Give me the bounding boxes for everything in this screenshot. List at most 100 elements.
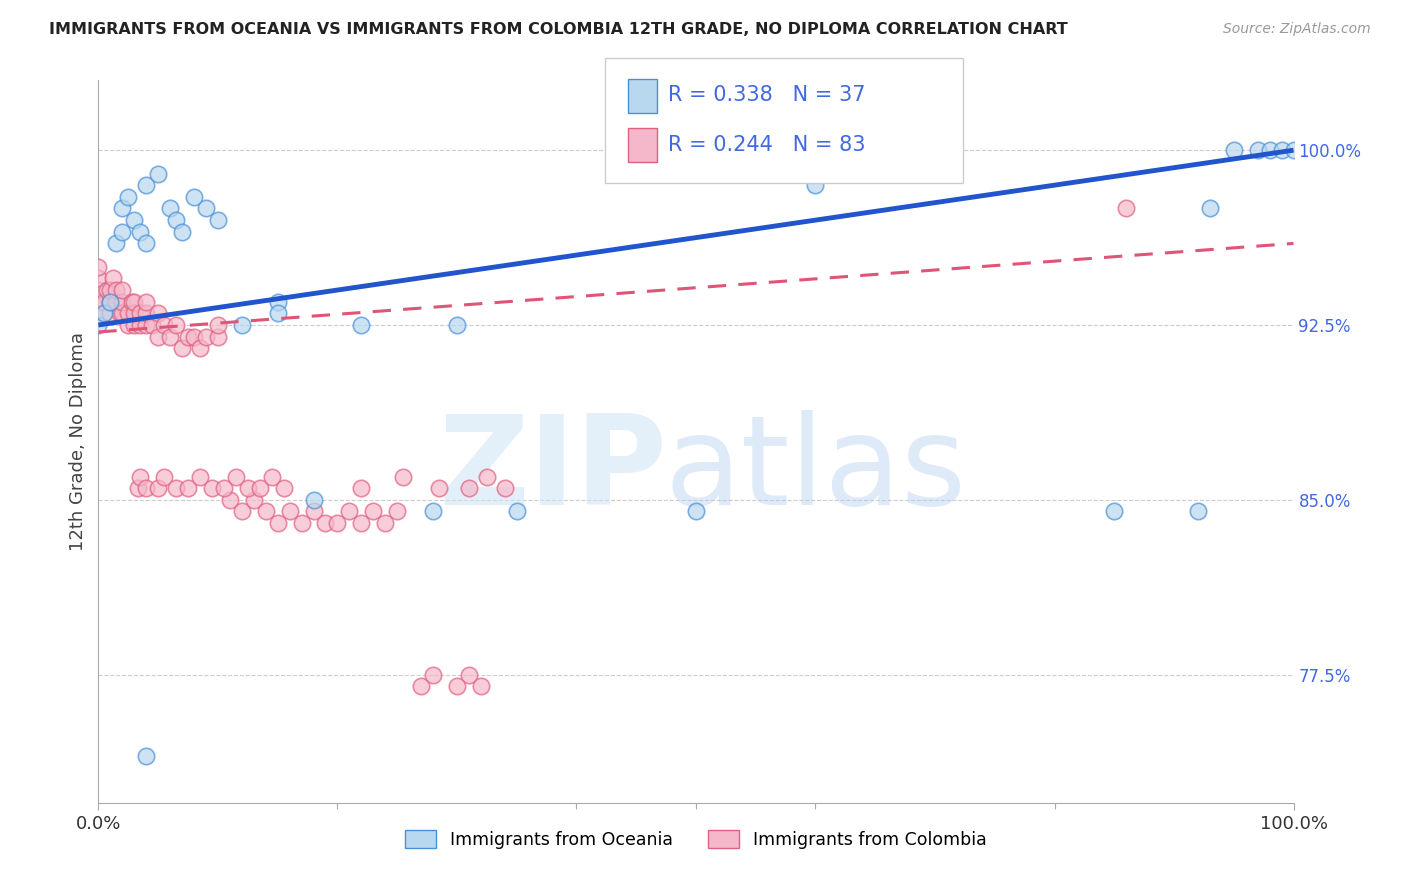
Point <box>422 504 444 518</box>
Point <box>121 294 143 309</box>
Point <box>98 306 122 320</box>
Point <box>494 481 516 495</box>
Point <box>446 679 468 693</box>
Point <box>165 318 187 332</box>
Point <box>231 318 253 332</box>
Point <box>411 679 433 693</box>
Point <box>129 318 152 332</box>
Point <box>350 318 373 332</box>
Point <box>363 504 385 518</box>
Point <box>350 516 373 530</box>
Point <box>422 667 444 681</box>
Point <box>195 329 218 343</box>
Point <box>135 236 157 251</box>
Point <box>87 283 110 297</box>
Point <box>177 481 200 495</box>
Point <box>124 306 146 320</box>
Point <box>1199 202 1222 216</box>
Point <box>446 318 468 332</box>
Text: Source: ZipAtlas.com: Source: ZipAtlas.com <box>1223 22 1371 37</box>
Point <box>117 306 139 320</box>
Point <box>207 318 229 332</box>
Point <box>105 294 128 309</box>
Point <box>148 167 170 181</box>
Point <box>1271 143 1294 157</box>
Point <box>111 283 134 297</box>
Point <box>105 283 128 297</box>
Point <box>188 341 211 355</box>
Point <box>392 469 415 483</box>
Point <box>153 469 176 483</box>
Text: atlas: atlas <box>665 410 966 531</box>
Legend: Immigrants from Oceania, Immigrants from Colombia: Immigrants from Oceania, Immigrants from… <box>398 823 994 855</box>
Point <box>87 260 110 274</box>
Point <box>1282 143 1305 157</box>
Point <box>267 306 290 320</box>
Point <box>1223 143 1246 157</box>
Point <box>183 329 205 343</box>
Point <box>225 469 247 483</box>
Point <box>195 202 218 216</box>
Point <box>101 271 124 285</box>
Point <box>201 481 224 495</box>
Point <box>87 318 110 332</box>
Point <box>148 481 170 495</box>
Text: R = 0.244   N = 83: R = 0.244 N = 83 <box>668 135 865 154</box>
Point <box>177 329 200 343</box>
Point <box>1247 143 1270 157</box>
Point <box>302 492 325 507</box>
Point <box>249 481 271 495</box>
Point <box>339 504 361 518</box>
Point <box>96 283 118 297</box>
Point <box>273 481 295 495</box>
Point <box>98 294 122 309</box>
Text: R = 0.338   N = 37: R = 0.338 N = 37 <box>668 86 865 105</box>
Point <box>183 190 205 204</box>
Point <box>207 213 229 227</box>
Point <box>1115 202 1137 216</box>
Point <box>135 178 157 193</box>
Point <box>117 190 139 204</box>
Point <box>278 504 301 518</box>
Point <box>108 306 131 320</box>
Point <box>427 481 450 495</box>
Point <box>127 481 149 495</box>
Point <box>236 481 259 495</box>
Point <box>135 481 157 495</box>
Point <box>374 516 396 530</box>
Point <box>458 481 481 495</box>
Point <box>87 271 110 285</box>
Point <box>105 236 128 251</box>
Point <box>685 504 707 518</box>
Point <box>804 178 827 193</box>
Point <box>207 329 229 343</box>
Point <box>267 516 290 530</box>
Point <box>129 225 152 239</box>
Text: IMMIGRANTS FROM OCEANIA VS IMMIGRANTS FROM COLOMBIA 12TH GRADE, NO DIPLOMA CORRE: IMMIGRANTS FROM OCEANIA VS IMMIGRANTS FR… <box>49 22 1069 37</box>
Point <box>135 306 157 320</box>
Point <box>172 341 194 355</box>
Point <box>148 306 170 320</box>
Point <box>93 294 115 309</box>
Point <box>93 306 115 320</box>
Point <box>243 492 266 507</box>
Point <box>267 294 290 309</box>
Point <box>129 306 152 320</box>
Point <box>165 213 187 227</box>
Point <box>219 492 242 507</box>
Point <box>188 469 211 483</box>
Point <box>254 504 277 518</box>
Point <box>93 306 115 320</box>
Point <box>172 225 194 239</box>
Y-axis label: 12th Grade, No Diploma: 12th Grade, No Diploma <box>69 332 87 551</box>
Point <box>141 318 163 332</box>
Point <box>385 504 409 518</box>
Text: ZIP: ZIP <box>439 410 666 531</box>
Point <box>231 504 253 518</box>
Point <box>98 283 122 297</box>
Point <box>212 481 235 495</box>
Point <box>124 294 146 309</box>
Point <box>124 213 146 227</box>
Point <box>148 329 170 343</box>
Point <box>98 294 122 309</box>
